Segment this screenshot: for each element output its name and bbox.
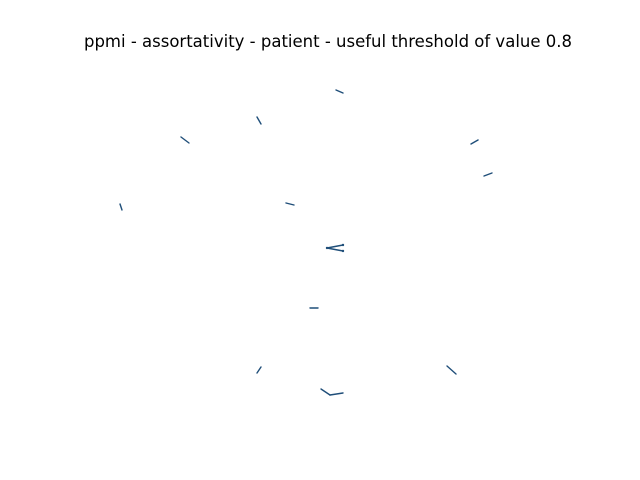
graph-edge [180,136,190,144]
graph-edge [326,244,344,249]
graph-edge [470,139,479,145]
graph-edge [320,388,331,396]
graph-edge [326,247,344,252]
figure-title: ppmi - assortativity - patient - useful … [83,32,572,51]
graph-node [341,249,345,253]
graph-edge [256,366,262,374]
graph-edge [329,392,344,396]
graph-edge [483,172,493,177]
graph-node [325,246,329,250]
graph-edge [285,202,295,206]
graph-edge [335,89,344,94]
graph-edge [119,203,123,211]
graph-edge [446,365,457,375]
graph-node [341,243,345,247]
graph-edge [256,116,262,125]
